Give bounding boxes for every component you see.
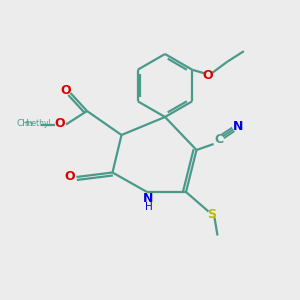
Text: N: N (233, 120, 243, 133)
Text: H: H (145, 202, 152, 212)
Text: O: O (202, 69, 213, 82)
Text: CH₃: CH₃ (16, 119, 33, 128)
Text: O: O (61, 84, 71, 97)
Text: O: O (55, 117, 65, 130)
Text: N: N (143, 192, 154, 205)
Text: O: O (64, 170, 75, 183)
Text: methyl: methyl (25, 119, 52, 128)
Text: S: S (207, 208, 216, 221)
Text: C: C (214, 133, 224, 146)
